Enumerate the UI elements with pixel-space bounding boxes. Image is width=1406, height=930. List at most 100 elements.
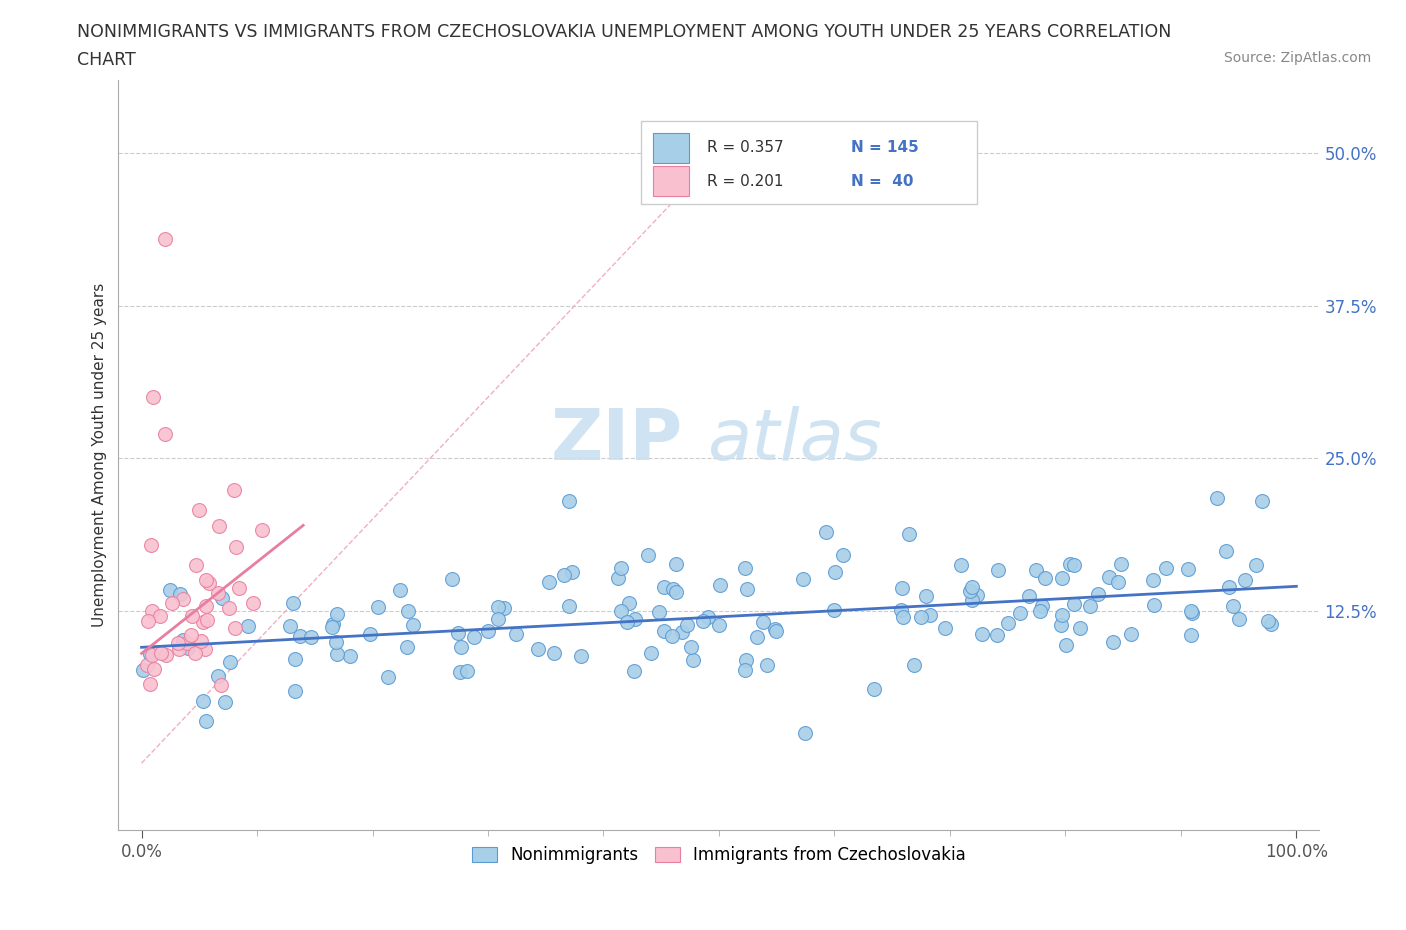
Nonimmigrants [1257, 613, 1279, 628]
Nonimmigrants [609, 561, 631, 576]
Nonimmigrants [1102, 635, 1125, 650]
Nonimmigrants [987, 562, 1010, 577]
Nonimmigrants [558, 598, 581, 613]
Text: R = 0.201: R = 0.201 [707, 174, 783, 189]
Nonimmigrants [1031, 598, 1053, 613]
Immigrants from Czechoslovakia [141, 604, 163, 618]
Nonimmigrants [1098, 570, 1121, 585]
Nonimmigrants [1154, 561, 1177, 576]
Nonimmigrants [624, 612, 647, 627]
Nonimmigrants [325, 634, 347, 649]
Immigrants from Czechoslovakia [136, 614, 159, 629]
Nonimmigrants [561, 565, 583, 579]
Nonimmigrants [966, 588, 988, 603]
Nonimmigrants [692, 614, 714, 629]
Nonimmigrants [1244, 558, 1267, 573]
Immigrants from Czechoslovakia [153, 427, 176, 442]
Nonimmigrants [1063, 597, 1085, 612]
Nonimmigrants [1206, 490, 1229, 505]
Text: CHART: CHART [77, 51, 136, 69]
Nonimmigrants [1033, 570, 1056, 585]
Nonimmigrants [389, 583, 412, 598]
Nonimmigrants [824, 565, 846, 579]
Nonimmigrants [934, 621, 956, 636]
Nonimmigrants [1222, 598, 1244, 613]
Immigrants from Czechoslovakia [136, 658, 159, 672]
Nonimmigrants [697, 610, 720, 625]
Immigrants from Czechoslovakia [194, 573, 217, 588]
Text: N =  40: N = 40 [851, 174, 914, 189]
Nonimmigrants [1050, 607, 1073, 622]
Nonimmigrants [456, 663, 478, 678]
Nonimmigrants [637, 548, 659, 563]
Immigrants from Czechoslovakia [155, 648, 177, 663]
Nonimmigrants [792, 572, 814, 587]
Nonimmigrants [665, 584, 688, 599]
Nonimmigrants [321, 619, 343, 634]
Immigrants from Czechoslovakia [181, 609, 204, 624]
Nonimmigrants [814, 525, 837, 539]
Nonimmigrants [236, 618, 259, 633]
Nonimmigrants [986, 627, 1008, 642]
Nonimmigrants [891, 580, 914, 595]
Nonimmigrants [440, 571, 463, 586]
Nonimmigrants [735, 652, 758, 667]
Immigrants from Czechoslovakia [142, 662, 165, 677]
Immigrants from Czechoslovakia [142, 390, 165, 405]
Nonimmigrants [139, 646, 162, 661]
Immigrants from Czechoslovakia [195, 599, 218, 614]
Nonimmigrants [755, 658, 778, 672]
Nonimmigrants [1218, 579, 1240, 594]
Nonimmigrants [1121, 627, 1143, 642]
Nonimmigrants [863, 681, 886, 696]
Nonimmigrants [1142, 572, 1164, 587]
Nonimmigrants [211, 591, 233, 605]
FancyBboxPatch shape [641, 121, 977, 204]
Nonimmigrants [447, 625, 470, 640]
Immigrants from Czechoslovakia [224, 620, 246, 635]
Nonimmigrants [284, 684, 307, 698]
Nonimmigrants [794, 725, 817, 740]
Nonimmigrants [402, 618, 425, 632]
Immigrants from Czechoslovakia [169, 642, 191, 657]
Nonimmigrants [1250, 494, 1272, 509]
Nonimmigrants [132, 662, 155, 677]
Nonimmigrants [486, 599, 509, 614]
Nonimmigrants [1069, 621, 1091, 636]
Legend: Nonimmigrants, Immigrants from Czechoslovakia: Nonimmigrants, Immigrants from Czechoslo… [465, 840, 973, 870]
Nonimmigrants [477, 624, 499, 639]
Nonimmigrants [494, 601, 516, 616]
Nonimmigrants [281, 596, 304, 611]
Nonimmigrants [169, 587, 191, 602]
Nonimmigrants [1215, 543, 1237, 558]
Nonimmigrants [734, 663, 756, 678]
Nonimmigrants [1227, 612, 1250, 627]
Nonimmigrants [823, 603, 845, 618]
Nonimmigrants [960, 579, 983, 594]
Nonimmigrants [1181, 605, 1204, 620]
Nonimmigrants [214, 695, 236, 710]
Nonimmigrants [654, 579, 676, 594]
Nonimmigrants [1143, 597, 1166, 612]
Immigrants from Czechoslovakia [184, 645, 207, 660]
Immigrants from Czechoslovakia [218, 600, 240, 615]
Nonimmigrants [682, 652, 704, 667]
Nonimmigrants [832, 548, 855, 563]
Nonimmigrants [527, 642, 550, 657]
Nonimmigrants [890, 603, 912, 618]
Nonimmigrants [1025, 563, 1047, 578]
Nonimmigrants [450, 640, 472, 655]
Immigrants from Czechoslovakia [193, 615, 215, 630]
Nonimmigrants [486, 612, 509, 627]
Immigrants from Czechoslovakia [153, 232, 176, 246]
Nonimmigrants [616, 615, 638, 630]
Immigrants from Czechoslovakia [180, 628, 202, 643]
Nonimmigrants [735, 582, 758, 597]
Nonimmigrants [1087, 586, 1109, 601]
Nonimmigrants [1078, 599, 1101, 614]
Nonimmigrants [377, 670, 399, 684]
Nonimmigrants [505, 626, 527, 641]
Nonimmigrants [959, 584, 981, 599]
Nonimmigrants [640, 645, 662, 660]
Nonimmigrants [1018, 589, 1040, 604]
